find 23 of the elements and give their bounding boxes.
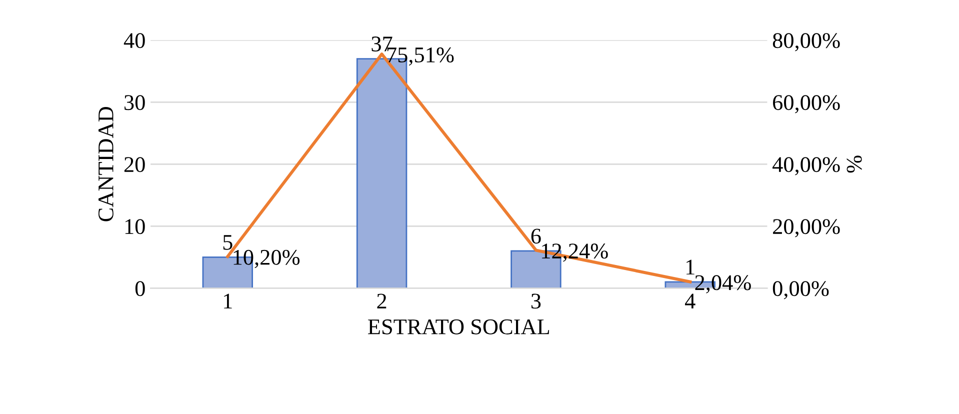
data-label: 10,20% bbox=[234, 250, 300, 268]
y2-tick-label: 20,00% bbox=[773, 219, 840, 238]
data-label: 2,04% bbox=[695, 275, 751, 294]
data-label: 1 bbox=[686, 260, 694, 274]
y2-tick-label: 0,00% bbox=[772, 281, 829, 300]
x-tick-label: 2 bbox=[377, 294, 386, 308]
y-tick-label: 0 bbox=[135, 281, 145, 296]
data-label: 6 bbox=[531, 228, 541, 244]
data-label: 5 bbox=[223, 235, 232, 250]
y-axis-title: CANTIDAD bbox=[98, 107, 114, 222]
y2-axis-title: % bbox=[846, 156, 862, 173]
y-tick-label: 20 bbox=[124, 157, 145, 172]
y-tick-label: 40 bbox=[124, 33, 145, 48]
y2-tick-label: 80,00% bbox=[772, 33, 840, 52]
y-tick-label: 30 bbox=[124, 95, 145, 110]
x-axis-title: ESTRATO SOCIAL bbox=[368, 319, 550, 334]
y2-tick-label: 40,00% bbox=[772, 157, 840, 176]
y-tick-label: 10 bbox=[125, 219, 145, 234]
y2-tick-label: 60,00% bbox=[773, 95, 840, 114]
data-label: 12,24% bbox=[542, 244, 608, 262]
x-tick-label: 1 bbox=[224, 294, 232, 308]
x-tick-label: 3 bbox=[531, 294, 541, 309]
x-tick-label: 4 bbox=[685, 294, 696, 308]
